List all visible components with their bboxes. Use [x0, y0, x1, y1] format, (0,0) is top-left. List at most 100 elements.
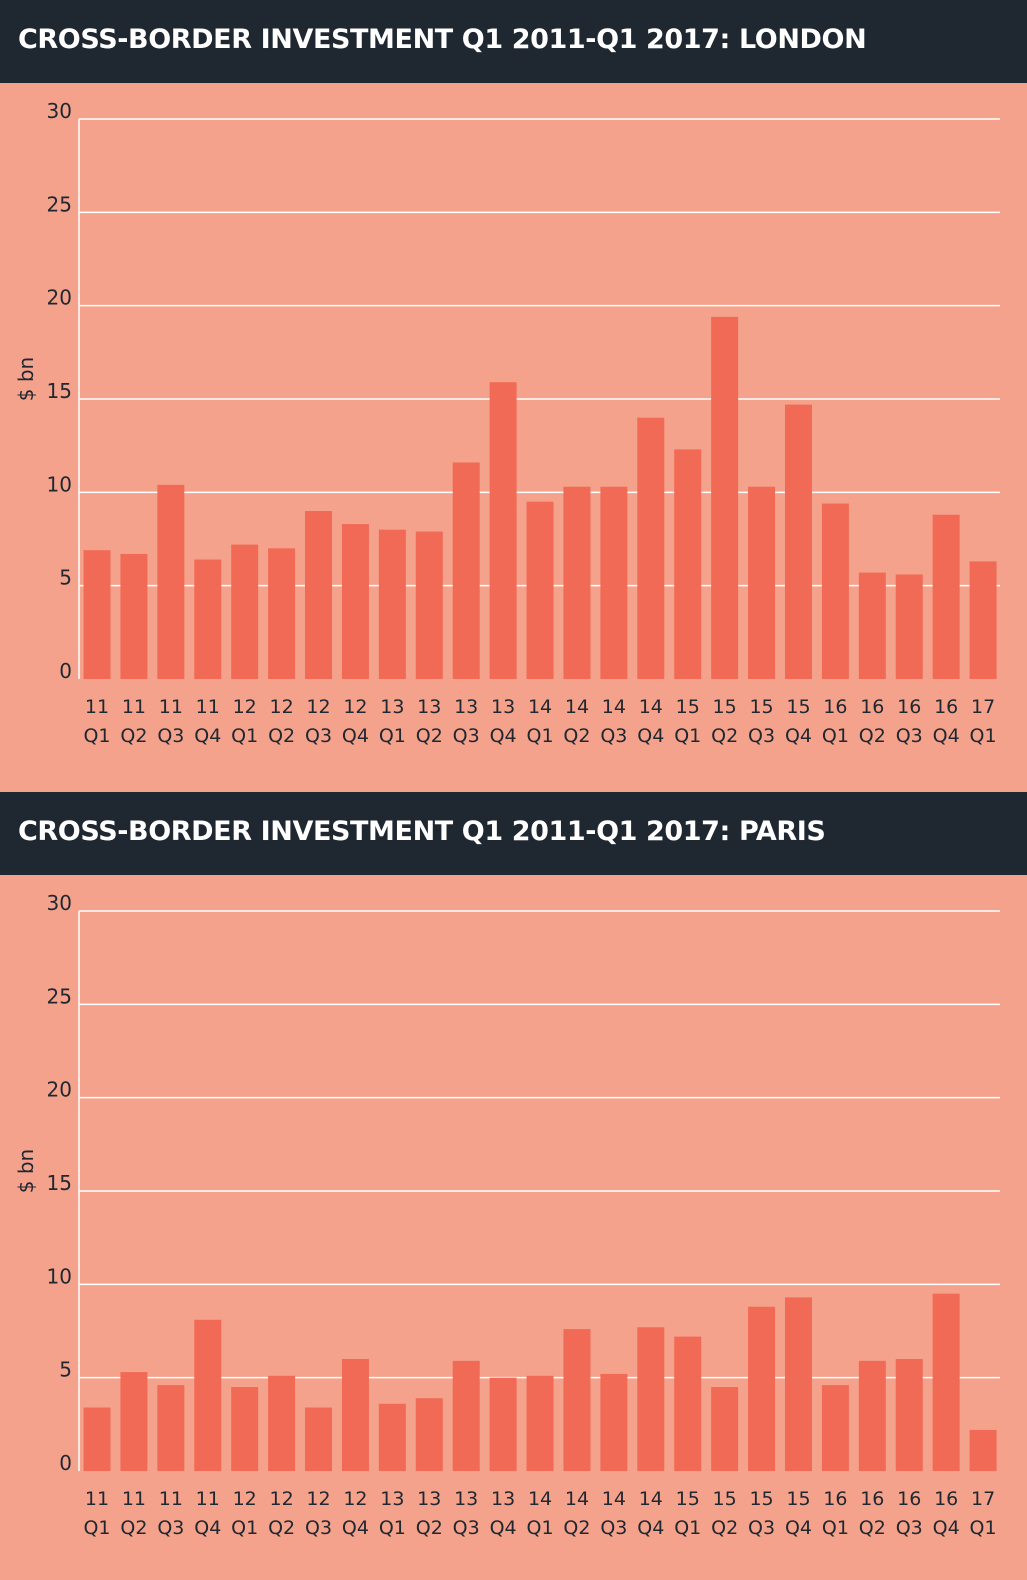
london-x-tick-year: 12: [306, 696, 330, 718]
paris-chart-title: CROSS-BORDER INVESTMENT Q1 2011-Q1 2017:…: [18, 816, 826, 847]
paris-x-tick-quarter: Q1: [674, 1517, 701, 1539]
paris-x-tick-year: 12: [306, 1488, 330, 1510]
london-x-tick-quarter: Q4: [194, 725, 221, 747]
paris-x-tick-quarter: Q4: [490, 1517, 517, 1539]
paris-x-tick-year: 13: [417, 1488, 441, 1510]
london-x-tick-quarter: Q2: [268, 725, 295, 747]
paris-bar-13-Q1: [378, 1403, 406, 1471]
paris-x-tick-quarter: Q4: [637, 1517, 664, 1539]
london-bar-13-Q1: [378, 529, 406, 679]
paris-bar-11-Q4: [194, 1319, 222, 1471]
paris-y-tick-25: 25: [47, 984, 72, 1008]
london-x-tick-quarter: Q3: [600, 725, 627, 747]
london-bar-12-Q1: [231, 544, 259, 679]
paris-bar-16-Q3: [895, 1359, 923, 1471]
london-bar-16-Q3: [895, 574, 923, 679]
paris-x-tick-quarter: Q1: [970, 1517, 997, 1539]
london-bar-13-Q2: [415, 531, 443, 679]
paris-bar-14-Q2: [563, 1329, 591, 1471]
paris-bar-11-Q3: [157, 1385, 185, 1471]
london-bar-11-Q2: [120, 553, 148, 679]
london-x-tick-quarter: Q2: [859, 725, 886, 747]
paris-x-tick-quarter: Q4: [933, 1517, 960, 1539]
london-x-tick-quarter: Q2: [416, 725, 443, 747]
london-bar-12-Q3: [305, 511, 333, 679]
paris-x-tick-quarter: Q3: [896, 1517, 923, 1539]
london-bar-14-Q3: [600, 486, 628, 679]
london-x-tick-quarter: Q1: [527, 725, 554, 747]
london-x-tick-year: 15: [676, 696, 700, 718]
london-x-tick-quarter: Q1: [379, 725, 406, 747]
paris-x-tick-year: 15: [786, 1488, 810, 1510]
paris-bar-11-Q2: [120, 1372, 148, 1471]
paris-bar-11-Q1: [83, 1407, 111, 1471]
paris-x-tick-quarter: Q3: [600, 1517, 627, 1539]
paris-x-tick-year: 11: [159, 1488, 183, 1510]
paris-x-tick-year: 16: [860, 1488, 884, 1510]
paris-bar-14-Q4: [637, 1327, 665, 1471]
london-x-tick-year: 16: [897, 696, 921, 718]
paris-x-tick-year: 13: [380, 1488, 404, 1510]
paris-x-tick-quarter: Q3: [453, 1517, 480, 1539]
paris-bar-13-Q3: [452, 1360, 480, 1471]
london-x-tick-year: 12: [343, 696, 367, 718]
paris-x-tick-quarter: Q1: [379, 1517, 406, 1539]
london-x-tick-quarter: Q3: [305, 725, 332, 747]
paris-x-tick-quarter: Q1: [822, 1517, 849, 1539]
paris-x-tick-quarter: Q4: [194, 1517, 221, 1539]
london-x-tick-quarter: Q1: [674, 725, 701, 747]
london-title-bar: CROSS-BORDER INVESTMENT Q1 2011-Q1 2017:…: [0, 0, 1027, 83]
paris-x-tick-year: 13: [454, 1488, 478, 1510]
paris-x-tick-year: 11: [122, 1488, 146, 1510]
paris-y-tick-5: 5: [59, 1358, 72, 1382]
paris-bar-12-Q4: [341, 1359, 369, 1471]
paris-x-tick-year: 14: [528, 1488, 552, 1510]
london-y-tick-25: 25: [47, 192, 72, 216]
london-x-tick-year: 13: [454, 696, 478, 718]
london-x-tick-quarter: Q3: [453, 725, 480, 747]
paris-bar-12-Q3: [305, 1407, 333, 1471]
london-x-tick-quarter: Q3: [896, 725, 923, 747]
paris-y-tick-15: 15: [47, 1171, 72, 1195]
london-x-tick-year: 15: [786, 696, 810, 718]
london-x-tick-quarter: Q3: [748, 725, 775, 747]
london-x-tick-quarter: Q2: [120, 725, 147, 747]
paris-bar-17-Q1: [969, 1429, 997, 1471]
london-bar-15-Q3: [748, 486, 776, 679]
london-y-tick-5: 5: [59, 566, 72, 590]
paris-y-axis-label: $ bn: [14, 1149, 38, 1193]
london-x-tick-quarter: Q4: [490, 725, 517, 747]
paris-bar-13-Q2: [415, 1398, 443, 1471]
london-x-tick-year: 11: [85, 696, 109, 718]
london-x-tick-quarter: Q1: [822, 725, 849, 747]
london-x-tick-year: 11: [122, 696, 146, 718]
london-bar-14-Q4: [637, 417, 665, 679]
london-y-tick-15: 15: [47, 379, 72, 403]
london-x-tick-year: 12: [270, 696, 294, 718]
paris-bar-16-Q4: [932, 1293, 960, 1471]
paris-x-tick-year: 14: [565, 1488, 589, 1510]
paris-x-tick-year: 14: [602, 1488, 626, 1510]
paris-bar-12-Q1: [231, 1387, 259, 1471]
paris-y-tick-10: 10: [47, 1264, 72, 1288]
london-x-tick-year: 14: [639, 696, 663, 718]
paris-x-tick-quarter: Q3: [305, 1517, 332, 1539]
paris-x-tick-quarter: Q2: [416, 1517, 443, 1539]
london-x-tick-year: 11: [159, 696, 183, 718]
paris-x-tick-year: 15: [713, 1488, 737, 1510]
paris-x-tick-year: 11: [85, 1488, 109, 1510]
paris-x-tick-year: 12: [270, 1488, 294, 1510]
paris-x-tick-year: 16: [934, 1488, 958, 1510]
london-bar-chart: 0 5 10 15 20 25 30 $ bn 11 Q1 11 Q2 11 Q3 11 Q4 12 Q1 12 Q2…: [14, 99, 1000, 747]
paris-x-tick-quarter: Q2: [563, 1517, 590, 1539]
paris-y-tick-30: 30: [47, 891, 72, 915]
paris-bar-15-Q1: [674, 1336, 702, 1471]
london-y-tick-0: 0: [59, 659, 72, 683]
london-bar-14-Q2: [563, 486, 591, 679]
paris-bar-16-Q2: [858, 1360, 886, 1471]
london-bar-11-Q1: [83, 550, 111, 679]
paris-x-tick-quarter: Q2: [120, 1517, 147, 1539]
london-x-tick-year: 16: [823, 696, 847, 718]
paris-x-tick-quarter: Q4: [342, 1517, 369, 1539]
paris-x-tick-year: 13: [491, 1488, 515, 1510]
